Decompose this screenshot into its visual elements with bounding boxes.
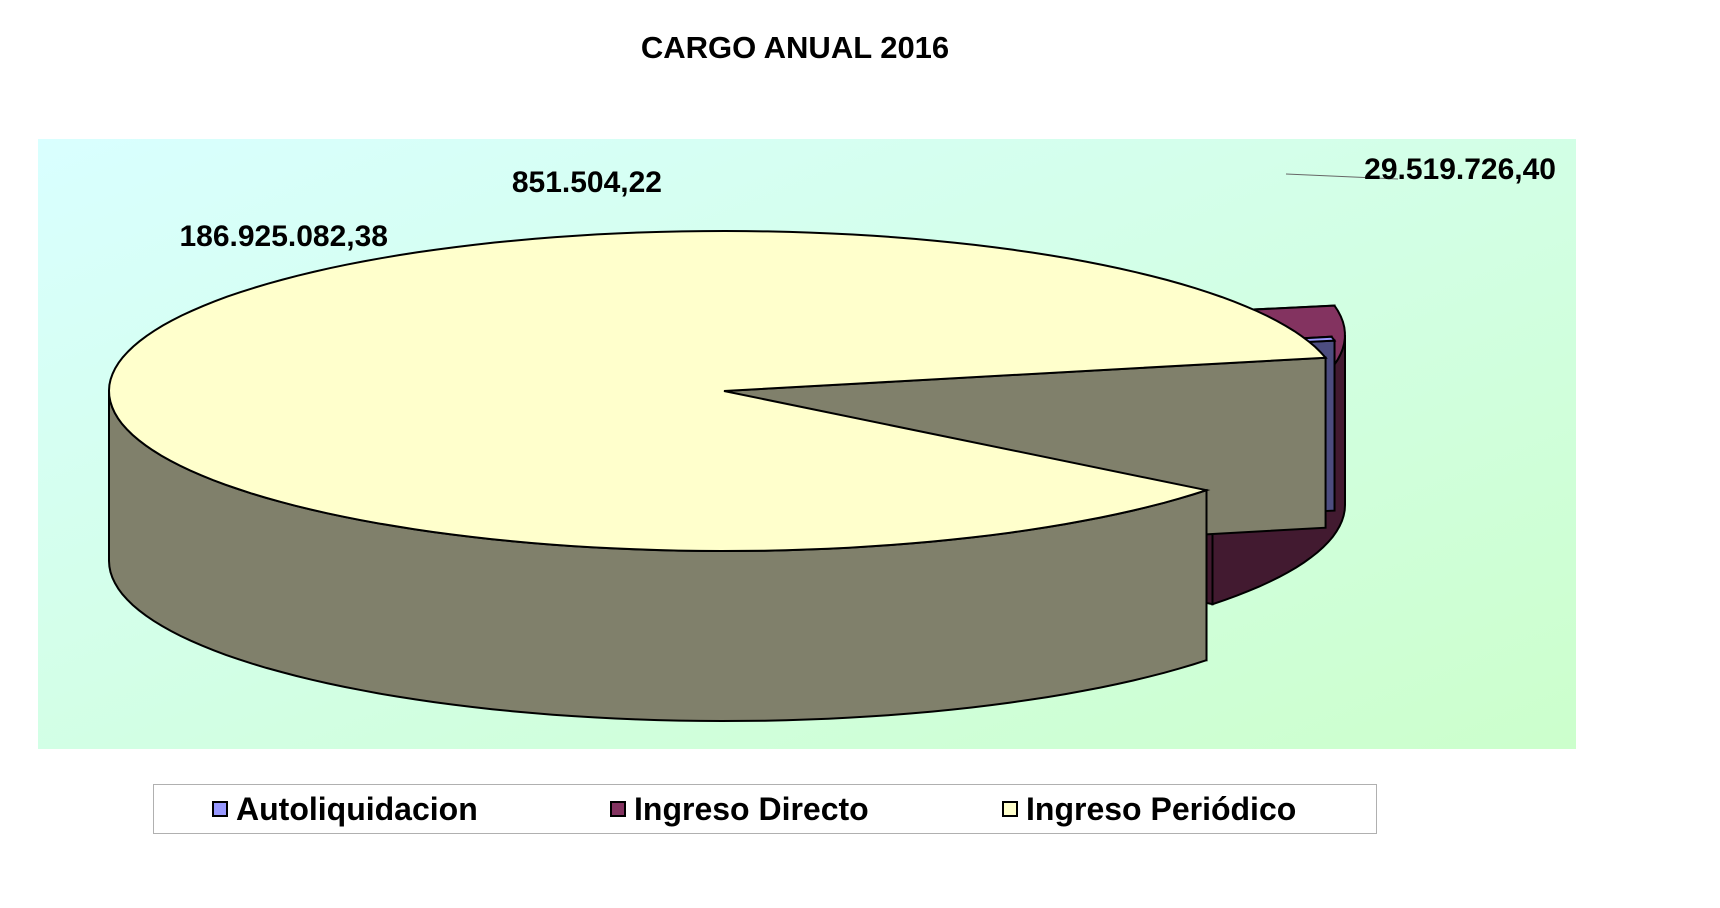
data-label-ingreso-periodico: 186.925.082,38	[179, 220, 388, 253]
legend-label-ingreso-periodico: Ingreso Periódico	[1026, 791, 1297, 827]
legend-label-autoliquidacion: Autoliquidacion	[236, 791, 478, 827]
legend-swatch-ingreso-periodico	[1002, 801, 1018, 817]
pie-slice-ingreso-periodico	[107, 229, 1328, 723]
legend: Autoliquidacion Ingreso Directo Ingreso …	[153, 784, 1377, 834]
legend-item-autoliquidacion: Autoliquidacion	[212, 792, 478, 826]
data-label-autoliquidacion: 851.504,22	[512, 166, 662, 199]
legend-label-ingreso-directo: Ingreso Directo	[634, 791, 869, 827]
legend-swatch-autoliquidacion	[212, 801, 228, 817]
legend-swatch-ingreso-directo	[610, 801, 626, 817]
data-label-leader-ingreso-directo	[1285, 173, 1399, 180]
legend-item-ingreso-periodico: Ingreso Periódico	[1002, 792, 1296, 826]
plot-area: 851.504,22 29.519.726,40 186.925.082,38	[38, 139, 1576, 749]
chart-title: CARGO ANUAL 2016	[640, 30, 950, 65]
pie-chart: 851.504,22 29.519.726,40 186.925.082,38	[38, 139, 1576, 749]
pie-top-face	[107, 229, 1328, 553]
legend-item-ingreso-directo: Ingreso Directo	[610, 792, 869, 826]
data-label-ingreso-directo: 29.519.726,40	[1364, 153, 1556, 186]
